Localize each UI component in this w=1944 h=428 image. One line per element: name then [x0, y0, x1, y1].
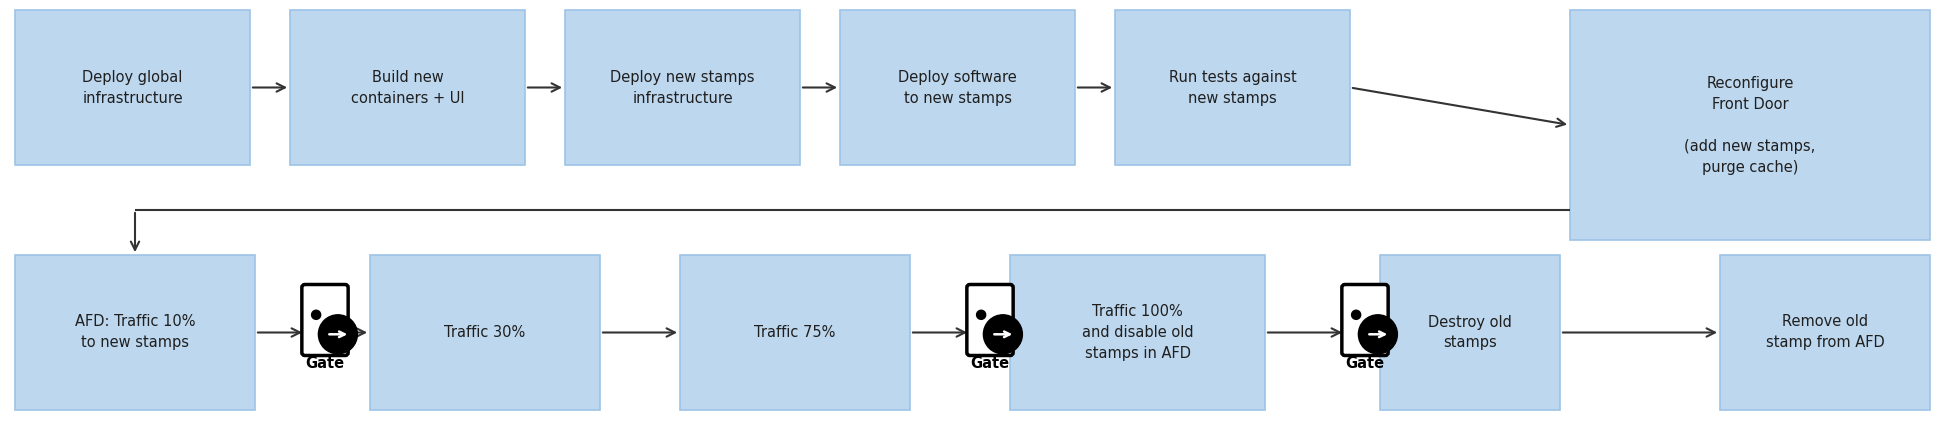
- Text: Gate: Gate: [1345, 357, 1384, 372]
- FancyBboxPatch shape: [16, 255, 255, 410]
- FancyBboxPatch shape: [1116, 10, 1349, 165]
- FancyBboxPatch shape: [1341, 285, 1388, 356]
- FancyBboxPatch shape: [1011, 255, 1266, 410]
- Text: Deploy new stamps
infrastructure: Deploy new stamps infrastructure: [610, 69, 754, 105]
- Text: Reconfigure
Front Door

(add new stamps,
purge cache): Reconfigure Front Door (add new stamps, …: [1684, 75, 1816, 175]
- FancyBboxPatch shape: [1380, 255, 1559, 410]
- FancyBboxPatch shape: [369, 255, 601, 410]
- Text: Traffic 75%: Traffic 75%: [754, 325, 836, 340]
- Text: Gate: Gate: [970, 357, 1009, 372]
- Text: Run tests against
new stamps: Run tests against new stamps: [1168, 69, 1297, 105]
- FancyBboxPatch shape: [1720, 255, 1930, 410]
- FancyBboxPatch shape: [966, 285, 1013, 356]
- Text: AFD: Traffic 10%
to new stamps: AFD: Traffic 10% to new stamps: [74, 315, 194, 351]
- Text: Remove old
stamp from AFD: Remove old stamp from AFD: [1765, 315, 1884, 351]
- FancyBboxPatch shape: [840, 10, 1075, 165]
- Circle shape: [1359, 315, 1398, 354]
- Text: Deploy global
infrastructure: Deploy global infrastructure: [82, 69, 183, 105]
- FancyBboxPatch shape: [16, 10, 251, 165]
- Text: Deploy software
to new stamps: Deploy software to new stamps: [898, 69, 1017, 105]
- FancyBboxPatch shape: [680, 255, 910, 410]
- Circle shape: [1351, 310, 1361, 319]
- Text: Destroy old
stamps: Destroy old stamps: [1429, 315, 1512, 351]
- FancyBboxPatch shape: [290, 10, 525, 165]
- FancyBboxPatch shape: [301, 285, 348, 356]
- Circle shape: [319, 315, 358, 354]
- Text: Traffic 100%
and disable old
stamps in AFD: Traffic 100% and disable old stamps in A…: [1081, 304, 1194, 361]
- Text: Traffic 30%: Traffic 30%: [445, 325, 525, 340]
- Text: Build new
containers + UI: Build new containers + UI: [350, 69, 465, 105]
- FancyBboxPatch shape: [566, 10, 801, 165]
- Circle shape: [311, 310, 321, 319]
- Circle shape: [976, 310, 986, 319]
- Circle shape: [984, 315, 1023, 354]
- FancyBboxPatch shape: [1571, 10, 1930, 240]
- Text: Gate: Gate: [305, 357, 344, 372]
